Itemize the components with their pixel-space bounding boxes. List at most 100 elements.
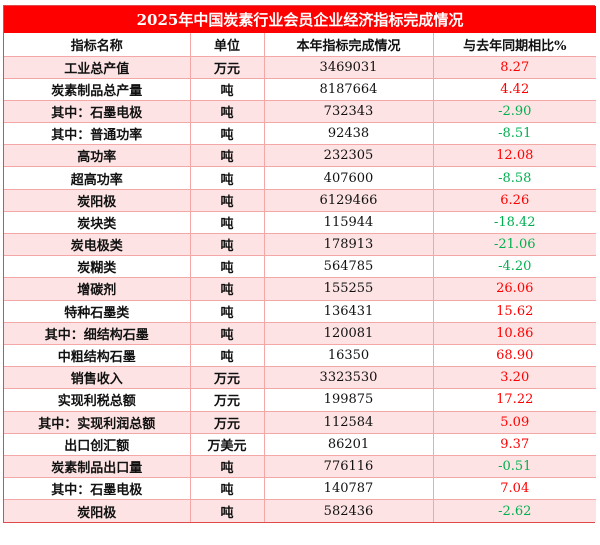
indicator-name-cell: 出口创汇额 [4, 433, 191, 456]
change-cell: -8.51 [433, 122, 597, 146]
indicator-name-cell: 炭块类 [4, 211, 191, 235]
indicator-name-cell: 其中：石墨电极 [4, 477, 191, 501]
table-row: 其中：实现利润总额 万元 112584 5.09 [4, 411, 597, 434]
value-cell: 407600 [264, 166, 434, 190]
table-row: 炭电极类 吨 178913 -21.06 [4, 233, 597, 257]
table-row: 增碳剂 吨 155255 26.06 [4, 277, 597, 301]
value-cell: 6129466 [264, 189, 434, 212]
indicator-table: 2025年中国炭素行业会员企业经济指标完成情况 指标名称 单位 本年指标完成情况… [4, 6, 597, 522]
indicator-name-cell: 其中：普通功率 [4, 122, 191, 146]
value-cell: 92438 [264, 122, 434, 146]
change-cell: 5.09 [433, 411, 597, 434]
value-cell: 178913 [264, 233, 434, 257]
unit-cell: 吨 [190, 144, 265, 168]
change-cell: 3.20 [433, 366, 597, 390]
indicator-name-cell: 工业总产值 [4, 56, 191, 79]
unit-cell: 吨 [190, 166, 265, 190]
value-cell: 155255 [264, 277, 434, 301]
header-indicator-name: 指标名称 [4, 33, 191, 57]
change-cell: 4.42 [433, 78, 597, 101]
table-row: 实现利税总额 万元 199875 17.22 [4, 388, 597, 412]
table-row: 工业总产值 万元 3469031 8.27 [4, 56, 597, 79]
table-row: 其中：细结构石墨 吨 120081 10.86 [4, 322, 597, 345]
change-cell: 17.22 [433, 388, 597, 412]
table-row: 炭块类 吨 115944 -18.42 [4, 211, 597, 235]
value-cell: 86201 [264, 433, 434, 456]
change-cell: -21.06 [433, 233, 597, 257]
indicator-name-cell: 销售收入 [4, 366, 191, 390]
change-cell: 9.37 [433, 433, 597, 456]
value-cell: 732343 [264, 100, 434, 124]
table-row: 超高功率 吨 407600 -8.58 [4, 166, 597, 190]
value-cell: 776116 [264, 455, 434, 479]
indicator-name-cell: 炭素制品总产量 [4, 78, 191, 101]
value-cell: 136431 [264, 300, 434, 323]
unit-cell: 吨 [190, 122, 265, 146]
unit-cell: 万元 [190, 388, 265, 412]
unit-cell: 万元 [190, 366, 265, 390]
unit-cell: 吨 [190, 477, 265, 501]
change-cell: 6.26 [433, 189, 597, 212]
unit-cell: 万美元 [190, 433, 265, 456]
value-cell: 120081 [264, 322, 434, 345]
value-cell: 3469031 [264, 56, 434, 79]
table-row: 其中：石墨电极 吨 140787 7.04 [4, 477, 597, 501]
header-unit: 单位 [190, 33, 265, 57]
indicator-name-cell: 其中：细结构石墨 [4, 322, 191, 345]
table-row: 其中：普通功率 吨 92438 -8.51 [4, 122, 597, 146]
change-cell: 10.86 [433, 322, 597, 345]
change-cell: 7.04 [433, 477, 597, 501]
table-row: 其中：石墨电极 吨 732343 -2.90 [4, 100, 597, 124]
unit-cell: 吨 [190, 277, 265, 301]
unit-cell: 吨 [190, 499, 265, 522]
indicator-name-cell: 高功率 [4, 144, 191, 168]
header-row: 指标名称 单位 本年指标完成情况 与去年同期相比% [4, 33, 597, 57]
unit-cell: 吨 [190, 78, 265, 101]
change-cell: -2.62 [433, 499, 597, 522]
unit-cell: 吨 [190, 455, 265, 479]
table-row: 出口创汇额 万美元 86201 9.37 [4, 433, 597, 456]
table-row: 炭阳极 吨 6129466 6.26 [4, 189, 597, 212]
table-title: 2025年中国炭素行业会员企业经济指标完成情况 [4, 6, 597, 33]
unit-cell: 吨 [190, 100, 265, 124]
table-row: 销售收入 万元 3323530 3.20 [4, 366, 597, 390]
value-cell: 199875 [264, 388, 434, 412]
indicator-name-cell: 特种石墨类 [4, 300, 191, 323]
unit-cell: 吨 [190, 344, 265, 368]
table-body: 工业总产值 万元 3469031 8.27 炭素制品总产量 吨 8187664 … [4, 56, 597, 522]
change-cell: -4.20 [433, 255, 597, 279]
unit-cell: 吨 [190, 322, 265, 345]
value-cell: 232305 [264, 144, 434, 168]
indicator-name-cell: 炭素制品出口量 [4, 455, 191, 479]
table-row: 炭糊类 吨 564785 -4.20 [4, 255, 597, 279]
header-yoy-change: 与去年同期相比% [433, 33, 597, 57]
table-row: 炭素制品总产量 吨 8187664 4.42 [4, 78, 597, 101]
change-cell: -8.58 [433, 166, 597, 190]
unit-cell: 吨 [190, 189, 265, 212]
indicator-name-cell: 炭阳极 [4, 189, 191, 212]
indicator-name-cell: 中粗结构石墨 [4, 344, 191, 368]
change-cell: 26.06 [433, 277, 597, 301]
table-row: 炭素制品出口量 吨 776116 -0.51 [4, 455, 597, 479]
value-cell: 112584 [264, 411, 434, 434]
title-row: 2025年中国炭素行业会员企业经济指标完成情况 [4, 6, 597, 33]
indicator-name-cell: 炭糊类 [4, 255, 191, 279]
unit-cell: 吨 [190, 211, 265, 235]
value-cell: 140787 [264, 477, 434, 501]
table-row: 炭阳极 吨 582436 -2.62 [4, 499, 597, 522]
unit-cell: 万元 [190, 411, 265, 434]
indicator-name-cell: 其中：实现利润总额 [4, 411, 191, 434]
indicator-name-cell: 炭阳极 [4, 499, 191, 522]
value-cell: 564785 [264, 255, 434, 279]
value-cell: 582436 [264, 499, 434, 522]
change-cell: -18.42 [433, 211, 597, 235]
change-cell: 12.08 [433, 144, 597, 168]
table-row: 特种石墨类 吨 136431 15.62 [4, 300, 597, 323]
table-row: 中粗结构石墨 吨 16350 68.90 [4, 344, 597, 368]
header-current-value: 本年指标完成情况 [264, 33, 434, 57]
unit-cell: 吨 [190, 255, 265, 279]
table-row: 高功率 吨 232305 12.08 [4, 144, 597, 168]
change-cell: 8.27 [433, 56, 597, 79]
indicator-name-cell: 超高功率 [4, 166, 191, 190]
value-cell: 16350 [264, 344, 434, 368]
